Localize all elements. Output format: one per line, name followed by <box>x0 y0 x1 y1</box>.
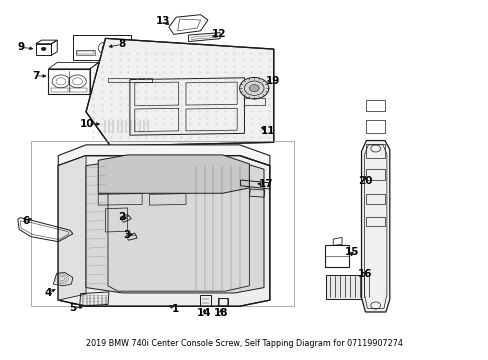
Bar <box>77 50 94 54</box>
Bar <box>243 98 264 105</box>
Bar <box>366 194 384 204</box>
Text: 10: 10 <box>80 119 95 129</box>
Bar <box>366 100 384 111</box>
Text: 1: 1 <box>171 304 179 314</box>
Text: 15: 15 <box>344 247 358 257</box>
Bar <box>366 217 384 226</box>
Polygon shape <box>326 275 372 299</box>
Bar <box>51 88 68 92</box>
Bar <box>366 144 384 158</box>
Polygon shape <box>361 140 389 312</box>
Bar <box>366 120 384 134</box>
Text: 17: 17 <box>259 179 273 189</box>
Polygon shape <box>86 160 264 293</box>
Circle shape <box>239 77 268 99</box>
Circle shape <box>249 85 259 92</box>
Text: 5: 5 <box>69 303 76 314</box>
Polygon shape <box>86 39 273 146</box>
Text: 14: 14 <box>197 309 211 318</box>
Polygon shape <box>58 156 86 300</box>
Polygon shape <box>98 155 249 193</box>
Bar <box>76 50 95 55</box>
Text: 9: 9 <box>18 42 25 52</box>
Text: 12: 12 <box>211 30 226 39</box>
Text: 2: 2 <box>118 212 125 221</box>
Text: 20: 20 <box>357 176 372 186</box>
Text: 2019 BMW 740i Center Console Screw, Self Tapping Diagram for 07119907274: 2019 BMW 740i Center Console Screw, Self… <box>86 339 402 348</box>
Text: 11: 11 <box>260 126 275 135</box>
Polygon shape <box>58 156 269 306</box>
Text: 3: 3 <box>122 230 130 239</box>
Text: 13: 13 <box>155 17 169 27</box>
Bar <box>218 298 227 305</box>
Circle shape <box>41 47 46 51</box>
Text: 18: 18 <box>213 309 228 318</box>
Bar <box>217 298 228 306</box>
Bar <box>366 168 384 180</box>
Text: 8: 8 <box>118 40 125 49</box>
Bar <box>108 78 152 82</box>
Text: 4: 4 <box>45 288 52 298</box>
Text: 6: 6 <box>22 216 30 225</box>
Bar <box>70 88 87 92</box>
Polygon shape <box>58 145 269 166</box>
Text: 16: 16 <box>357 269 372 279</box>
Text: 19: 19 <box>265 76 280 86</box>
Bar <box>31 141 294 306</box>
Text: 7: 7 <box>32 71 40 81</box>
